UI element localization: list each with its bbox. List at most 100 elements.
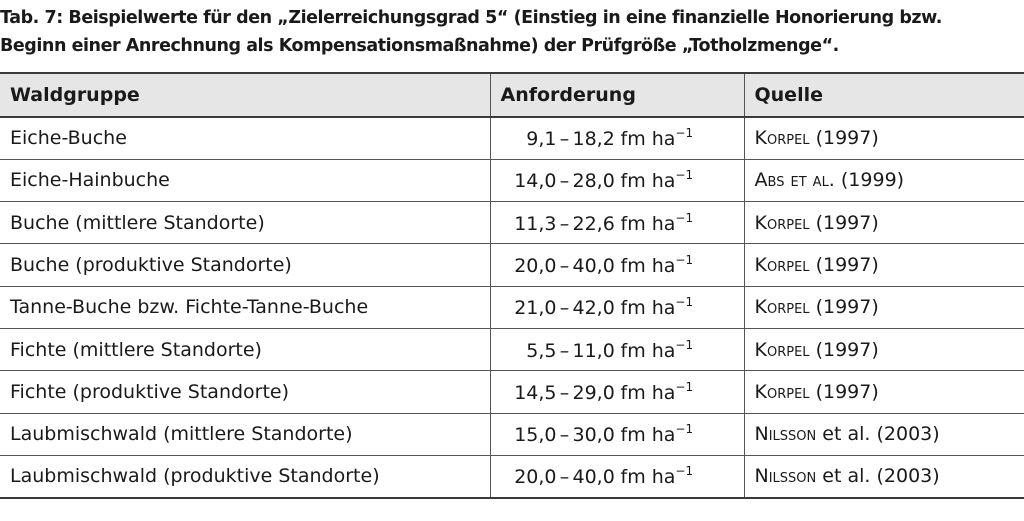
cell-quelle: Korpel (1997) [743,117,1024,160]
cell-anforderung: 20,0–40,0 fm ha−1 [489,243,744,287]
cell-waldgruppe: Laubmischwald (produktive Standorte) [0,455,490,499]
header-quelle: Quelle [743,72,1024,118]
cell-anforderung: 5,5–11,0 fm ha−1 [489,328,744,372]
range-dash: – [559,255,570,278]
caption-line-2: Beginn einer Anrechnung als Kompensation… [0,36,839,56]
header-row: Waldgruppe Anforderung Quelle [0,72,1024,118]
unit-exponent: −1 [675,295,694,310]
table-header: Waldgruppe Anforderung Quelle [0,72,1024,118]
data-table-container: Waldgruppe Anforderung Quelle Eiche-Buch… [0,72,1024,499]
unit-label: fm ha [620,424,676,447]
value-from: 20,0 [514,255,557,278]
unit-label: fm ha [620,466,676,489]
cell-waldgruppe: Fichte (mittlere Standorte) [0,328,490,372]
cell-waldgruppe: Eiche-Hainbuche [0,159,490,203]
cell-quelle: Nilsson et al. (2003) [743,455,1024,499]
cell-anforderung: 15,0–30,0 fm ha−1 [489,413,744,456]
value-from: 20,0 [514,466,557,489]
unit-exponent: −1 [675,168,694,183]
table-body: Eiche-Buche 9,1–18,2 fm ha−1 Korpel (1997) E… [0,117,1024,499]
table-row: Buche (mittlere Standorte) 11,3–22,6 fm ha… [0,201,1024,245]
source-author: Nilsson [754,423,817,446]
value-to: 40,0 [572,466,615,489]
table-caption: Tab. 7: Beispielwerte für den „Zielerrei… [0,4,1024,60]
range-dash: – [559,424,570,447]
value-from: 14,0 [514,170,557,193]
source-rest: (1997) [809,211,879,234]
table-row: Laubmischwald (mittlere Standorte) 15,0–3… [0,413,1024,456]
value-to: 28,0 [572,170,615,193]
cell-waldgruppe: Eiche-Buche [0,117,490,160]
cell-quelle: Korpel (1997) [743,370,1024,414]
table-row: Laubmischwald (produktive Standorte) 20,0… [0,455,1024,499]
unit-exponent: −1 [675,210,694,225]
source-author: Korpel [754,380,810,403]
source-rest: (1997) [809,338,879,361]
source-rest: (1997) [809,296,879,319]
cell-quelle: Korpel (1997) [743,328,1024,372]
unit-exponent: −1 [675,126,694,141]
range-dash: – [559,170,570,193]
source-rest: et al. (2003) [816,465,940,488]
unit-label: fm ha [620,255,676,278]
source-rest: (1997) [809,380,879,403]
unit-label: fm ha [620,297,676,320]
table-row: Eiche-Hainbuche 14,0–28,0 fm ha−1 Abs et al… [0,159,1024,203]
source-author: Abs et al. [754,169,835,192]
value-to: 11,0 [572,339,615,362]
unit-label: fm ha [620,339,676,362]
range-dash: – [559,297,570,320]
caption-line-1: Tab. 7: Beispielwerte für den „Zielerrei… [0,8,942,28]
source-rest: (1999) [834,169,905,192]
unit-label: fm ha [620,212,676,235]
range-dash: – [559,212,570,235]
range-dash: – [559,339,570,362]
cell-anforderung: 14,5–29,0 fm ha−1 [489,370,744,414]
unit-exponent: −1 [675,337,694,352]
cell-waldgruppe: Buche (produktive Standorte) [0,243,490,287]
source-rest: et al. (2003) [816,423,940,446]
unit-label: fm ha [620,170,676,193]
range-dash: – [559,466,570,489]
cell-quelle: Nilsson et al. (2003) [743,413,1024,456]
table-row: Buche (produktive Standorte) 20,0–40,0 fm … [0,243,1024,287]
source-author: Nilsson [754,465,817,488]
table-row: Fichte (produktive Standorte) 14,5–29,0 fm… [0,370,1024,414]
source-author: Korpel [754,211,810,234]
range-dash: – [559,381,570,404]
table-row: Tanne-Buche bzw. Fichte-Tanne-Buche 21,0–… [0,286,1024,329]
cell-anforderung: 9,1–18,2 fm ha−1 [489,117,744,160]
table-row: Fichte (mittlere Standorte) 5,5–11,0 fm ha… [0,328,1024,372]
unit-label: fm ha [620,128,676,151]
value-to: 30,0 [572,424,615,447]
unit-exponent: −1 [675,464,694,479]
cell-anforderung: 14,0–28,0 fm ha−1 [489,159,744,203]
header-waldgruppe: Waldgruppe [0,72,490,118]
unit-exponent: −1 [675,253,694,268]
range-dash: – [559,128,570,151]
value-to: 42,0 [572,297,615,320]
data-table: Waldgruppe Anforderung Quelle Eiche-Buch… [0,72,1024,499]
source-rest: (1997) [809,254,879,277]
value-from: 11,3 [514,212,557,235]
value-from: 15,0 [514,424,557,447]
value-to: 40,0 [572,255,615,278]
source-author: Korpel [754,296,810,319]
cell-quelle: Abs et al. (1999) [743,159,1024,203]
value-to: 18,2 [572,128,615,151]
value-from: 14,5 [514,381,557,404]
source-author: Korpel [754,338,810,361]
cell-anforderung: 21,0–42,0 fm ha−1 [489,286,744,329]
cell-anforderung: 20,0–40,0 fm ha−1 [489,455,744,499]
cell-waldgruppe: Tanne-Buche bzw. Fichte-Tanne-Buche [0,286,490,329]
cell-waldgruppe: Laubmischwald (mittlere Standorte) [0,413,490,456]
table-row: Eiche-Buche 9,1–18,2 fm ha−1 Korpel (1997) [0,117,1024,160]
unit-label: fm ha [620,381,676,404]
cell-quelle: Korpel (1997) [743,286,1024,329]
header-anforderung: Anforderung [489,72,744,118]
source-rest: (1997) [809,127,879,150]
cell-quelle: Korpel (1997) [743,243,1024,287]
cell-anforderung: 11,3–22,6 fm ha−1 [489,201,744,245]
source-author: Korpel [754,127,810,150]
cell-quelle: Korpel (1997) [743,201,1024,245]
